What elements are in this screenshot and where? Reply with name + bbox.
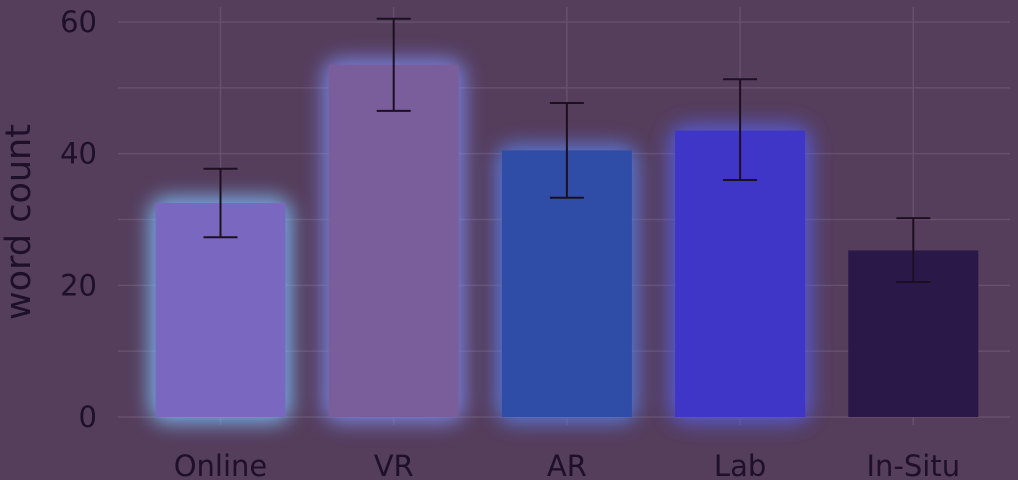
bar [155, 203, 286, 417]
y-tick-label: 20 [60, 268, 97, 302]
x-tick-label: AR [547, 449, 587, 480]
x-tick-label: Online [174, 449, 268, 480]
y-tick-label: 40 [60, 137, 97, 171]
x-tick-label: Lab [714, 449, 766, 480]
x-tick-label: VR [374, 449, 414, 480]
x-tick-labels: Online VR AR Lab In-Situ [174, 449, 960, 480]
y-tick-labels: 0 20 40 60 [60, 5, 97, 434]
y-tick-label: 0 [79, 400, 97, 434]
error-bars [203, 17, 931, 284]
y-tick-label: 60 [60, 5, 97, 39]
y-axis-label: word count [0, 124, 39, 320]
bar [328, 64, 459, 418]
x-tick-label: In-Situ [866, 449, 960, 480]
